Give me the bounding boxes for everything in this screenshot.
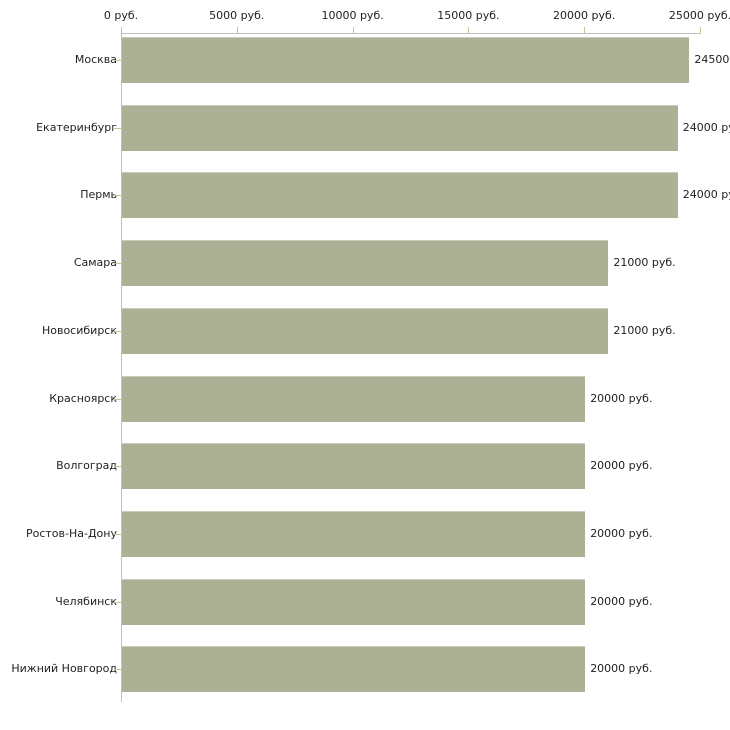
category-tick-mark <box>114 466 121 468</box>
x-axis-tick-label: 25000 руб. <box>668 9 730 22</box>
category-label: Красноярск <box>49 391 117 405</box>
category-tick-mark <box>114 263 121 265</box>
category-label: Новосибирск <box>41 323 117 337</box>
value-label: 24500 руб. <box>694 53 730 66</box>
y-axis-line <box>121 33 122 702</box>
bar <box>122 510 586 557</box>
value-label: 20000 руб. <box>590 526 653 540</box>
category-tick-mark <box>114 669 121 671</box>
category-label: Волгоград <box>56 459 117 473</box>
bar <box>122 646 586 693</box>
category-label: Челябинск <box>55 594 117 608</box>
category-tick-mark <box>114 195 121 197</box>
category-label: Самара <box>73 256 117 270</box>
value-label: 20000 руб. <box>590 459 653 473</box>
x-axis-tick-label: 5000 руб. <box>209 9 265 22</box>
category-label: Ростов-На-Дону <box>25 526 117 540</box>
category-tick-mark <box>114 601 121 603</box>
x-axis-tick-mark <box>700 27 701 34</box>
x-axis-tick-label: 0 руб. <box>103 9 139 22</box>
bar <box>122 172 678 219</box>
value-label: 21000 руб. <box>613 323 676 337</box>
category-tick-mark <box>114 398 121 400</box>
x-axis-tick-mark <box>468 27 470 34</box>
bar <box>122 240 609 287</box>
x-axis-tick-mark <box>584 27 586 34</box>
x-axis-line <box>121 33 701 34</box>
x-axis-tick-label: 15000 руб. <box>437 9 500 22</box>
x-axis-tick-mark <box>236 27 238 34</box>
category-label: Нижний Новгород <box>11 662 117 676</box>
value-label: 24000 руб. <box>682 120 730 134</box>
bar <box>122 37 690 83</box>
x-axis-tick-mark <box>121 27 122 34</box>
category-tick-mark <box>114 330 121 332</box>
bar <box>122 443 586 490</box>
value-label: 24000 руб. <box>682 188 730 202</box>
category-tick-mark <box>114 533 121 535</box>
x-axis-tick-label: 20000 руб. <box>553 9 616 22</box>
x-axis-tick-mark <box>352 27 354 34</box>
bar <box>122 578 586 625</box>
value-label: 20000 руб. <box>590 391 653 405</box>
category-label: Пермь <box>80 188 117 202</box>
x-axis-tick-label: 10000 руб. <box>321 9 384 22</box>
category-label: Екатеринбург <box>36 120 117 134</box>
bar <box>122 375 586 422</box>
bar <box>122 307 609 354</box>
bar <box>122 104 678 151</box>
category-label: Москва <box>74 53 117 66</box>
value-label: 20000 руб. <box>590 594 653 608</box>
value-label: 20000 руб. <box>590 662 653 676</box>
category-tick-mark <box>114 127 121 129</box>
value-label: 21000 руб. <box>613 256 676 270</box>
category-tick-mark <box>114 60 121 61</box>
